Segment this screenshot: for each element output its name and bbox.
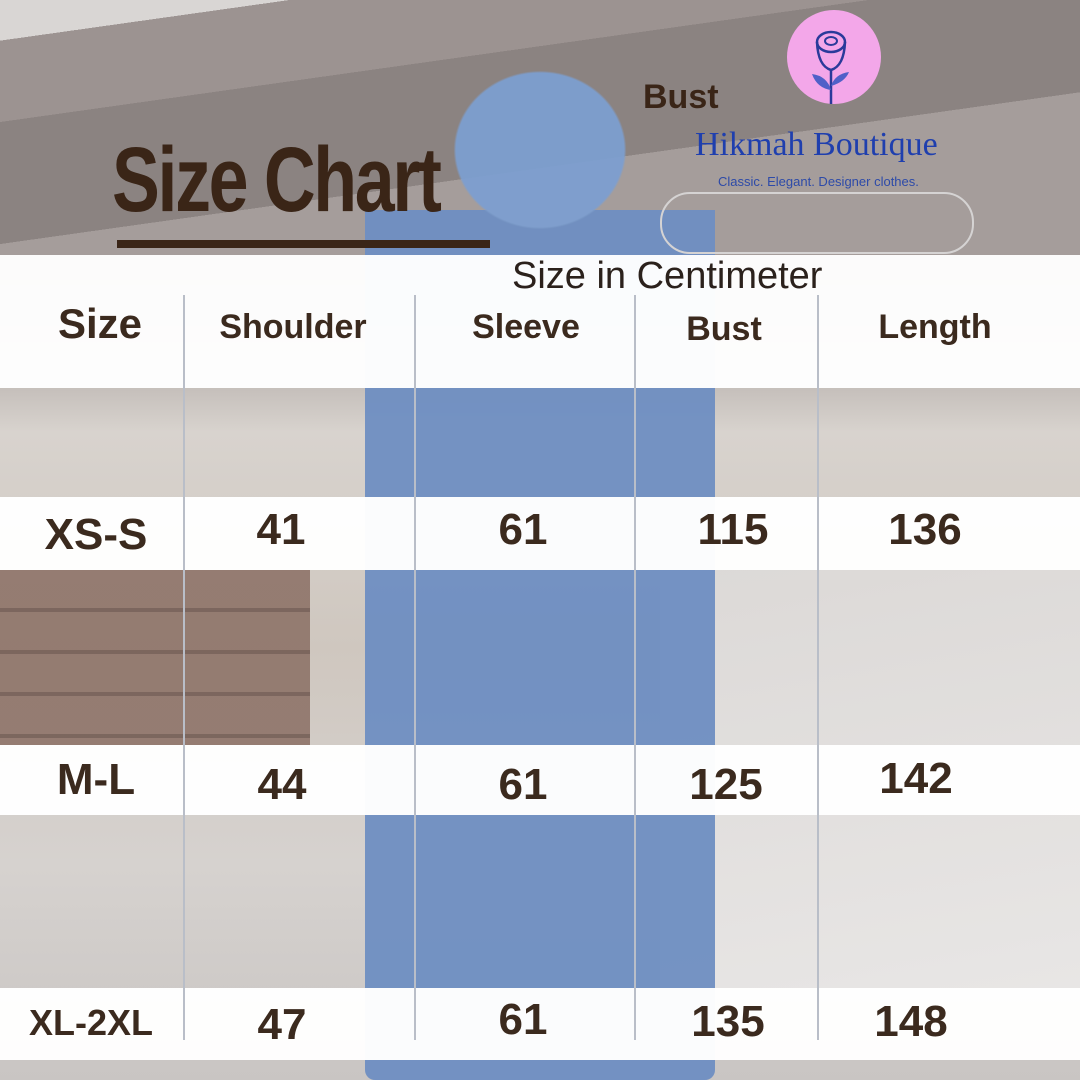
rose-icon — [787, 10, 881, 104]
cell: 61 — [498, 505, 548, 554]
cell: 44 — [257, 760, 307, 809]
column-header: Sleeve — [472, 308, 580, 346]
page-title: Size Chart — [112, 129, 442, 231]
row-band-1 — [0, 497, 1080, 570]
row-band-3 — [0, 988, 1080, 1060]
column-divider — [414, 295, 416, 1040]
decorative-pill — [660, 192, 974, 254]
cell: 115 — [697, 505, 769, 554]
column-divider — [817, 295, 819, 1040]
cell: M-L — [56, 755, 136, 804]
cell: XS-S — [44, 510, 148, 559]
column-header: Length — [878, 308, 992, 346]
column-divider — [183, 295, 185, 1040]
row-band-2 — [0, 745, 1080, 815]
cell: 61 — [498, 995, 548, 1044]
brand-name: Hikmah Boutique — [695, 126, 938, 163]
header-band — [0, 255, 1080, 388]
column-header: Bust — [686, 310, 762, 348]
cell: 142 — [879, 754, 953, 803]
cell: 148 — [874, 997, 948, 1046]
cell: 125 — [689, 760, 763, 809]
brand-tagline: Classic. Elegant. Designer clothes. — [718, 174, 919, 189]
cell: XL-2XL — [28, 1002, 154, 1043]
cell: 47 — [257, 1000, 307, 1049]
column-divider — [634, 295, 636, 1040]
column-header: Shoulder — [219, 308, 367, 346]
cell: 135 — [691, 997, 765, 1046]
unit-label: Size in Centimeter — [512, 255, 823, 297]
title-underline — [117, 240, 490, 248]
cell: 41 — [256, 505, 306, 554]
cell: 136 — [888, 505, 962, 554]
column-header: Size — [57, 300, 143, 347]
background-wall — [0, 570, 310, 745]
cell: 61 — [498, 760, 548, 809]
stray-label: Bust — [643, 78, 719, 116]
